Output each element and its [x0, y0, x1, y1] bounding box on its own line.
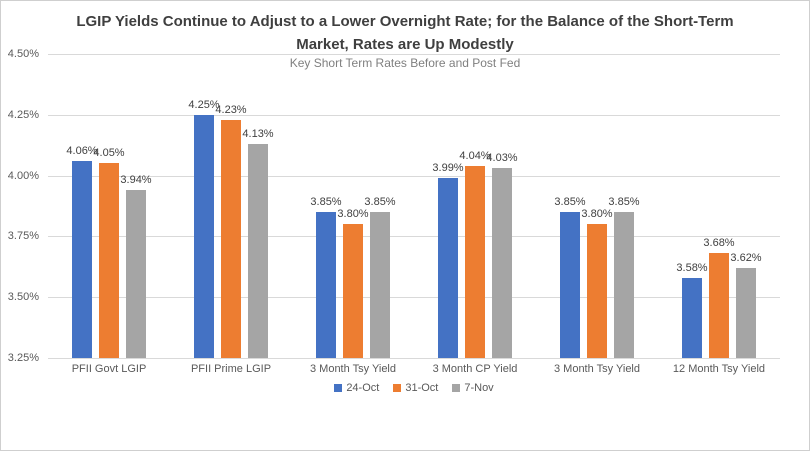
bar-value-label: 4.06% [66, 145, 98, 158]
bar-value-label: 4.25% [188, 98, 220, 111]
bar-7-Nov: 4.13% [242, 128, 274, 358]
bar-groups: 4.06% 4.05% 3.94% 4.25% 4.23% 4.13% 3.85% 3.80%… [48, 54, 780, 358]
legend: 24-Oct 31-Oct 7-Nov [48, 382, 780, 394]
bar-24-Oct: 3.85% [310, 196, 342, 358]
x-axis-label: 3 Month Tsy Yield [553, 363, 640, 375]
plot-area: 4.06% 4.05% 3.94% 4.25% 4.23% 4.13% 3.85% 3.80%… [48, 54, 780, 359]
bar-31-Oct: 3.68% [703, 237, 735, 358]
legend-swatch [452, 384, 461, 392]
bar-group: 4.06% 4.05% 3.94% [48, 54, 170, 358]
bar-value-label: 3.85% [608, 196, 640, 209]
bar-value-label: 3.80% [581, 208, 613, 221]
gridline [48, 236, 780, 237]
legend-item: 31-Oct [393, 382, 438, 394]
gridline [48, 297, 780, 298]
bar-value-label: 4.03% [486, 152, 518, 165]
bar-7-Nov: 3.85% [364, 196, 396, 358]
legend-item: 7-Nov [452, 382, 494, 394]
gridline [48, 115, 780, 116]
gridline [48, 358, 780, 359]
bar-7-Nov: 3.62% [730, 252, 762, 358]
x-axis-label: PFII Prime LGIP [190, 363, 272, 375]
bar-value-label: 3.85% [310, 196, 342, 209]
y-axis-tick-label: 3.75% [7, 230, 39, 242]
gridline [48, 54, 780, 55]
bar-24-Oct: 4.25% [188, 99, 220, 358]
bar-24-Oct: 4.06% [66, 145, 98, 358]
bar-group: 3.85% 3.80% 3.85% [292, 54, 414, 358]
bar-value-label: 4.05% [93, 147, 125, 160]
legend-label: 24-Oct [346, 382, 380, 394]
x-axis-label: 12 Month Tsy Yield [672, 363, 766, 375]
legend-swatch [334, 384, 343, 392]
gridline [48, 176, 780, 177]
bar-7-Nov: 3.94% [120, 174, 152, 358]
chart-subtitle: Key Short Term Rates Before and Post Fed [289, 56, 521, 70]
x-axis-label: 3 Month Tsy Yield [309, 363, 396, 375]
x-axis-label: 3 Month CP Yield [432, 363, 518, 375]
x-axis-label: PFII Govt LGIP [71, 363, 147, 375]
bar-group: 4.25% 4.23% 4.13% [170, 54, 292, 358]
y-axis-tick-label: 4.00% [7, 170, 39, 182]
bar-24-Oct: 3.99% [432, 162, 464, 358]
bar-value-label: 3.80% [337, 208, 369, 221]
bar-group: 3.85% 3.80% 3.85% [536, 54, 658, 358]
x-axis: PFII Govt LGIP PFII Prime LGIP 3 Month Tsy… [48, 363, 780, 375]
bar-31-Oct: 3.80% [581, 208, 613, 358]
y-axis-tick-label: 4.50% [7, 48, 39, 60]
bar-31-Oct: 4.04% [459, 150, 491, 358]
bar-7-Nov: 4.03% [486, 152, 518, 358]
legend-item: 24-Oct [334, 382, 379, 394]
bar-value-label: 3.85% [364, 196, 396, 209]
bar-value-label: 4.04% [459, 149, 491, 162]
bar-24-Oct: 3.85% [554, 196, 586, 358]
bar-31-Oct: 4.05% [93, 147, 125, 358]
legend-label: 31-Oct [405, 382, 439, 394]
y-axis-tick-label: 3.50% [7, 291, 39, 303]
chart-title-text: LGIP Yields Continue to Adjust to a Lowe… [76, 13, 734, 53]
bar-value-label: 4.23% [215, 103, 247, 116]
bar-value-label: 3.99% [432, 162, 464, 175]
legend-swatch [393, 384, 402, 392]
bar-24-Oct: 3.58% [676, 262, 708, 358]
bar-value-label: 3.62% [730, 252, 762, 265]
bar-value-label: 3.68% [703, 237, 735, 250]
bar-value-label: 3.85% [554, 196, 586, 209]
bar-group: 3.58% 3.68% 3.62% [658, 54, 780, 358]
bar-value-label: 4.13% [242, 127, 274, 140]
legend-label: 7-Nov [464, 382, 494, 394]
bar-value-label: 3.58% [676, 261, 708, 274]
bar-group: 3.99% 4.04% 4.03% [414, 54, 536, 358]
bar-31-Oct: 3.80% [337, 208, 369, 358]
chart-title: LGIP Yields Continue to Adjust to a Lowe… [1, 10, 809, 56]
bar-7-Nov: 3.85% [608, 196, 640, 358]
y-axis-tick-label: 4.25% [7, 109, 39, 121]
y-axis: 4.50% 4.25% 4.00% 3.75% 3.50% 3.25% [3, 48, 43, 364]
bar-value-label: 3.94% [120, 174, 152, 187]
bar-31-Oct: 4.23% [215, 104, 247, 358]
y-axis-tick-label: 3.25% [7, 352, 39, 364]
